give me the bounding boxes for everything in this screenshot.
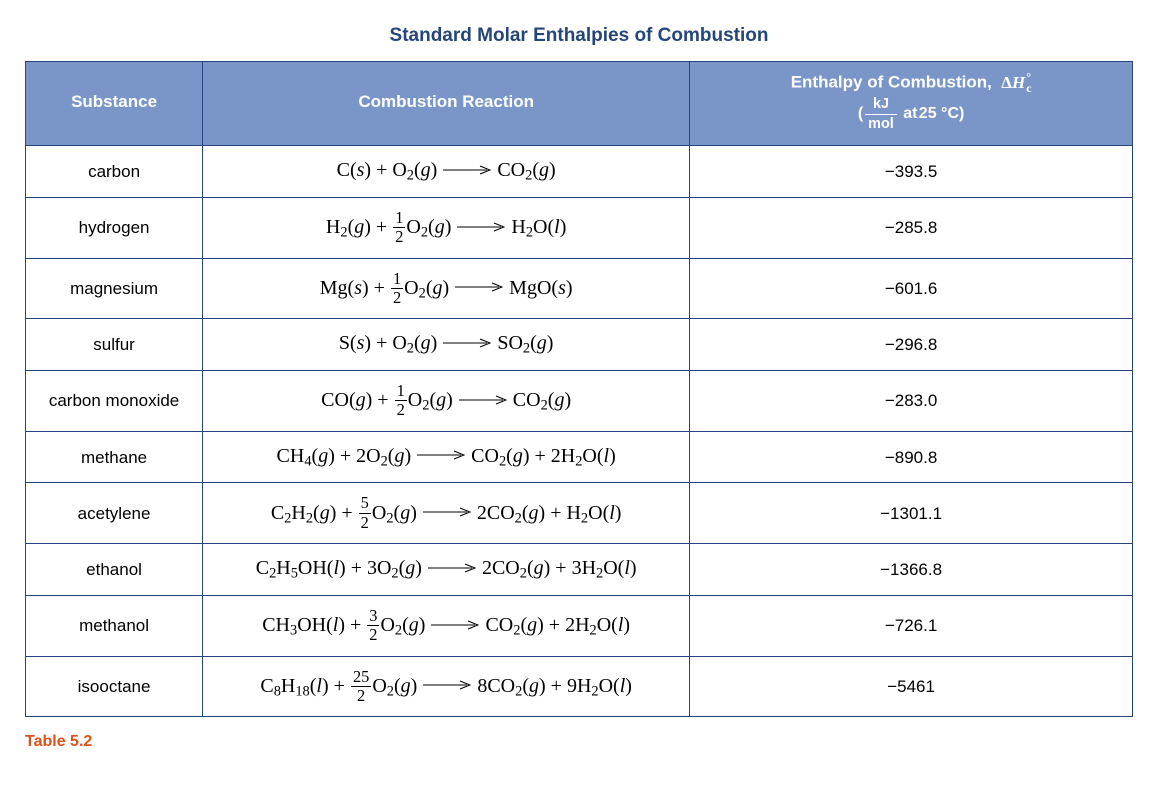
table-row: acetyleneC2H2(g) + 52O2(g)2CO2(g) + H2O(… — [26, 483, 1133, 544]
reaction-arrow-icon — [443, 338, 491, 348]
reaction-arrow-icon — [455, 282, 503, 292]
cell-enthalpy: −1301.1 — [690, 483, 1133, 544]
cell-reaction: CO(g) + 12O2(g)CO2(g) — [203, 371, 690, 432]
reaction-arrow-icon — [423, 507, 471, 517]
header-row: Substance Combustion Reaction Enthalpy o… — [26, 62, 1133, 146]
table-row: magnesiumMg(s) + 12O2(g)MgO(s)−601.6 — [26, 258, 1133, 319]
cell-reaction: C(s) + O2(g)CO2(g) — [203, 146, 690, 198]
cell-substance: magnesium — [26, 258, 203, 319]
cell-enthalpy: −726.1 — [690, 595, 1133, 656]
cell-substance: methanol — [26, 595, 203, 656]
reaction-arrow-icon — [431, 620, 479, 630]
table-title: Standard Molar Enthalpies of Combustion — [25, 25, 1133, 47]
col-enthalpy-main: Enthalpy of Combustion, — [791, 73, 992, 92]
cell-substance: sulfur — [26, 319, 203, 371]
unit-temp: 25 °C — [919, 106, 959, 123]
reaction-arrow-icon — [417, 450, 465, 460]
col-reaction: Combustion Reaction — [203, 62, 690, 146]
cell-enthalpy: −393.5 — [690, 146, 1133, 198]
cell-enthalpy: −5461 — [690, 656, 1133, 717]
reaction-arrow-icon — [423, 680, 471, 690]
cell-enthalpy: −601.6 — [690, 258, 1133, 319]
cell-enthalpy: −296.8 — [690, 319, 1133, 371]
col-enthalpy: Enthalpy of Combustion, ΔH°c (kJmol at 2… — [690, 62, 1133, 146]
table-row: carbon monoxideCO(g) + 12O2(g)CO2(g)−283… — [26, 371, 1133, 432]
cell-substance: acetylene — [26, 483, 203, 544]
cell-enthalpy: −285.8 — [690, 197, 1133, 258]
table-body: carbonC(s) + O2(g)CO2(g)−393.5hydrogenH2… — [26, 146, 1133, 717]
cell-reaction: H2(g) + 12O2(g)H2O(l) — [203, 197, 690, 258]
cell-reaction: CH4(g) + 2O2(g)CO2(g) + 2H2O(l) — [203, 431, 690, 483]
cell-substance: methane — [26, 431, 203, 483]
col-substance: Substance — [26, 62, 203, 146]
table-row: ethanolC2H5OH(l) + 3O2(g)2CO2(g) + 3H2O(… — [26, 544, 1133, 596]
reaction-arrow-icon — [443, 165, 491, 175]
cell-reaction: CH3OH(l) + 32O2(g)CO2(g) + 2H2O(l) — [203, 595, 690, 656]
cell-reaction: C2H5OH(l) + 3O2(g)2CO2(g) + 3H2O(l) — [203, 544, 690, 596]
table-row: carbonC(s) + O2(g)CO2(g)−393.5 — [26, 146, 1133, 198]
table-row: methaneCH4(g) + 2O2(g)CO2(g) + 2H2O(l)−8… — [26, 431, 1133, 483]
cell-enthalpy: −890.8 — [690, 431, 1133, 483]
delta-h-symbol: ΔH°c — [1001, 73, 1031, 92]
reaction-arrow-icon — [428, 563, 476, 573]
unit-at: at — [903, 106, 917, 123]
table-row: isooctaneC8H18(l) + 252O2(g)8CO2(g) + 9H… — [26, 656, 1133, 717]
col-enthalpy-sub: (kJmol at 25 °C) — [698, 97, 1124, 131]
cell-reaction: C8H18(l) + 252O2(g)8CO2(g) + 9H2O(l) — [203, 656, 690, 717]
cell-substance: ethanol — [26, 544, 203, 596]
unit-fraction: kJmol — [865, 97, 897, 131]
table-row: sulfurS(s) + O2(g)SO2(g)−296.8 — [26, 319, 1133, 371]
table-row: hydrogenH2(g) + 12O2(g)H2O(l)−285.8 — [26, 197, 1133, 258]
cell-reaction: S(s) + O2(g)SO2(g) — [203, 319, 690, 371]
cell-enthalpy: −1366.8 — [690, 544, 1133, 596]
reaction-arrow-icon — [457, 222, 505, 232]
table-caption: Table 5.2 — [25, 733, 1133, 751]
cell-substance: isooctane — [26, 656, 203, 717]
table-row: methanolCH3OH(l) + 32O2(g)CO2(g) + 2H2O(… — [26, 595, 1133, 656]
cell-enthalpy: −283.0 — [690, 371, 1133, 432]
reaction-arrow-icon — [459, 395, 507, 405]
cell-reaction: Mg(s) + 12O2(g)MgO(s) — [203, 258, 690, 319]
cell-substance: hydrogen — [26, 197, 203, 258]
cell-reaction: C2H2(g) + 52O2(g)2CO2(g) + H2O(l) — [203, 483, 690, 544]
enthalpy-table: Substance Combustion Reaction Enthalpy o… — [25, 61, 1133, 717]
cell-substance: carbon — [26, 146, 203, 198]
cell-substance: carbon monoxide — [26, 371, 203, 432]
